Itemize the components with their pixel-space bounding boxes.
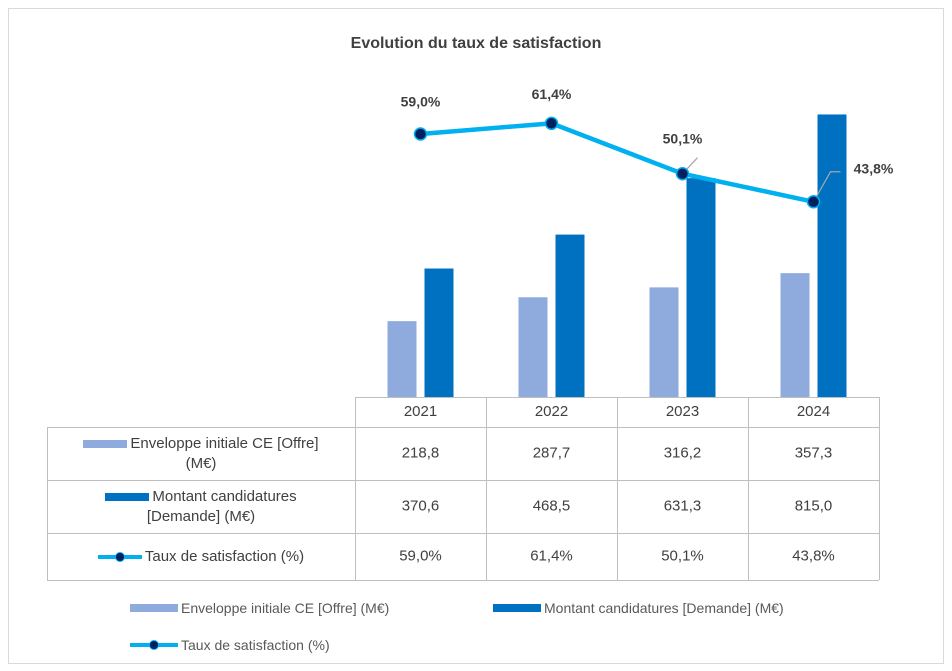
row-header-text: Taux de satisfaction (%) [70, 547, 332, 567]
table-value: 59,0% [399, 547, 442, 564]
x-tick-label: 2024 [797, 403, 830, 420]
legend-key [130, 604, 178, 612]
legend-marker [149, 640, 159, 650]
table-value: 468,5 [533, 497, 571, 514]
data-label: 50,1% [663, 130, 703, 146]
bar [424, 268, 454, 397]
table-value: 815,0 [795, 497, 833, 514]
bar [518, 297, 548, 397]
legend-key [105, 492, 150, 501]
row-header-text: Enveloppe initiale CE [Offre] (M€) [70, 434, 332, 474]
line-marker [675, 166, 690, 181]
x-tick-label: 2023 [666, 403, 699, 420]
table-value: 43,8% [792, 547, 835, 564]
row-header-text: Montant candidatures [Demande] (M€) [70, 487, 332, 527]
legend-item: Enveloppe initiale CE [Offre] (M€) [130, 598, 389, 618]
legend-item: Montant candidatures [Demande] (M€) [493, 598, 784, 618]
table-value: 50,1% [661, 547, 704, 564]
data-label: 43,8% [854, 160, 894, 176]
legend-key [130, 639, 178, 651]
legend-label: Montant candidatures [Demande] (M€) [544, 600, 784, 616]
series-name: Montant candidatures [Demande] (M€) [146, 487, 297, 525]
table-value: 287,7 [533, 444, 571, 461]
data-label: 61,4% [532, 86, 572, 102]
legend-marker [114, 551, 125, 562]
table-value: 370,6 [402, 497, 440, 514]
series-name: Taux de satisfaction (%) [144, 547, 305, 565]
chart-title: Evolution du taux de satisfaction [351, 35, 602, 52]
bar [555, 234, 585, 397]
series-name: Enveloppe initiale CE [Offre] (M€) [130, 434, 319, 472]
table-value: 61,4% [530, 547, 573, 564]
table-value: 631,3 [664, 497, 702, 514]
bar [780, 273, 810, 397]
bar [387, 321, 417, 397]
x-tick-label: 2021 [404, 403, 437, 420]
line-marker [806, 195, 821, 209]
leader-line [812, 171, 841, 203]
bar [649, 287, 679, 397]
table-row-header: Montant candidatures [Demande] (M€) [48, 480, 354, 533]
bar [686, 178, 716, 397]
legend-key [97, 551, 142, 563]
x-tick-label: 2022 [535, 403, 568, 420]
data-label: 59,0% [401, 94, 441, 110]
table-value: 357,3 [795, 444, 833, 461]
bar [817, 114, 847, 397]
line-marker [413, 127, 428, 141]
table-row-header: Taux de satisfaction (%) [48, 533, 354, 580]
table-value: 218,8 [402, 444, 440, 461]
table-value: 316,2 [664, 444, 702, 461]
legend-label: Enveloppe initiale CE [Offre] (M€) [181, 600, 390, 616]
legend-key [83, 439, 128, 448]
line-marker [544, 116, 559, 131]
legend-item: Taux de satisfaction (%) [130, 635, 330, 655]
table-row-header: Enveloppe initiale CE [Offre] (M€) [48, 427, 354, 480]
legend-key [493, 604, 541, 612]
line-series [420, 121, 814, 204]
legend-label: Taux de satisfaction (%) [181, 637, 330, 653]
